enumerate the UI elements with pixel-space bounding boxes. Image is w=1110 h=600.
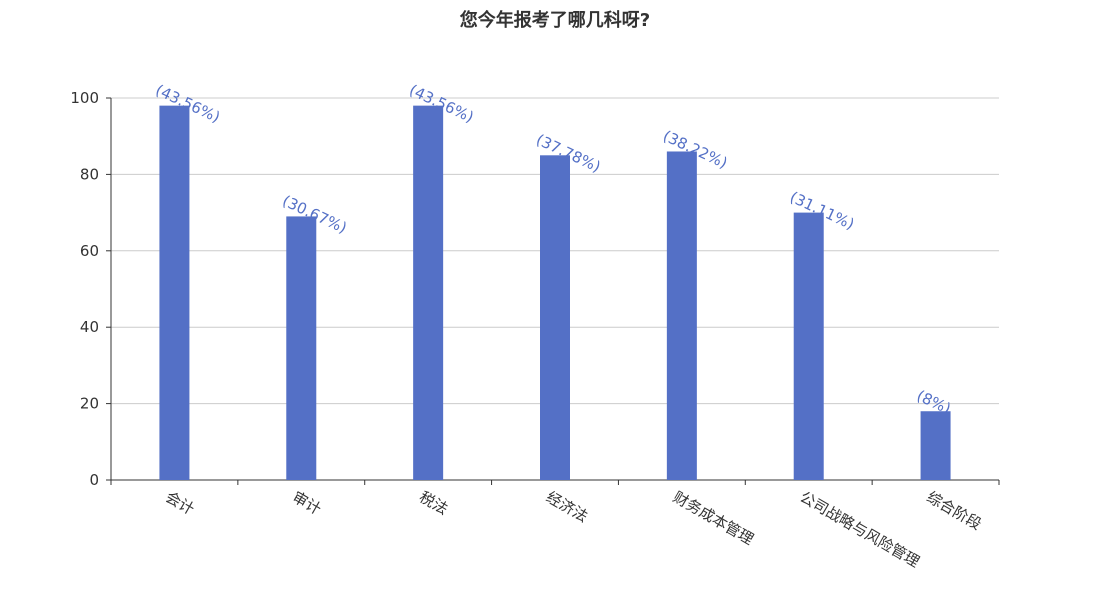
category-label: 财务成本管理 [670, 488, 757, 549]
y-tick-label: 40 [80, 318, 99, 336]
y-tick-label: 80 [80, 165, 99, 183]
bars [159, 105, 951, 481]
y-tick-label: 60 [80, 242, 99, 260]
bar [413, 105, 444, 480]
bar [666, 151, 697, 481]
chart-title: 您今年报考了哪几科呀? [459, 10, 651, 31]
axes: 0 20 40 60 80 100 会计 审计 税法 经济法 财务成本管理 公司战略与风险管理 综合阶段 [70, 89, 1000, 571]
category-label: 税法 [416, 488, 451, 519]
category-label: 经济法 [543, 488, 591, 526]
bar [920, 411, 951, 480]
bar [793, 212, 824, 480]
category-label: 会计 [162, 488, 197, 519]
y-tick-label: 20 [80, 395, 99, 413]
y-tick-label: 0 [89, 471, 99, 489]
bar [159, 105, 190, 480]
category-label: 综合阶段 [924, 488, 985, 534]
category-label: 公司战略与风险管理 [797, 488, 923, 571]
bar [540, 155, 570, 481]
category-label: 审计 [289, 488, 324, 519]
y-tick-label: 100 [70, 89, 99, 107]
bar [286, 216, 317, 481]
